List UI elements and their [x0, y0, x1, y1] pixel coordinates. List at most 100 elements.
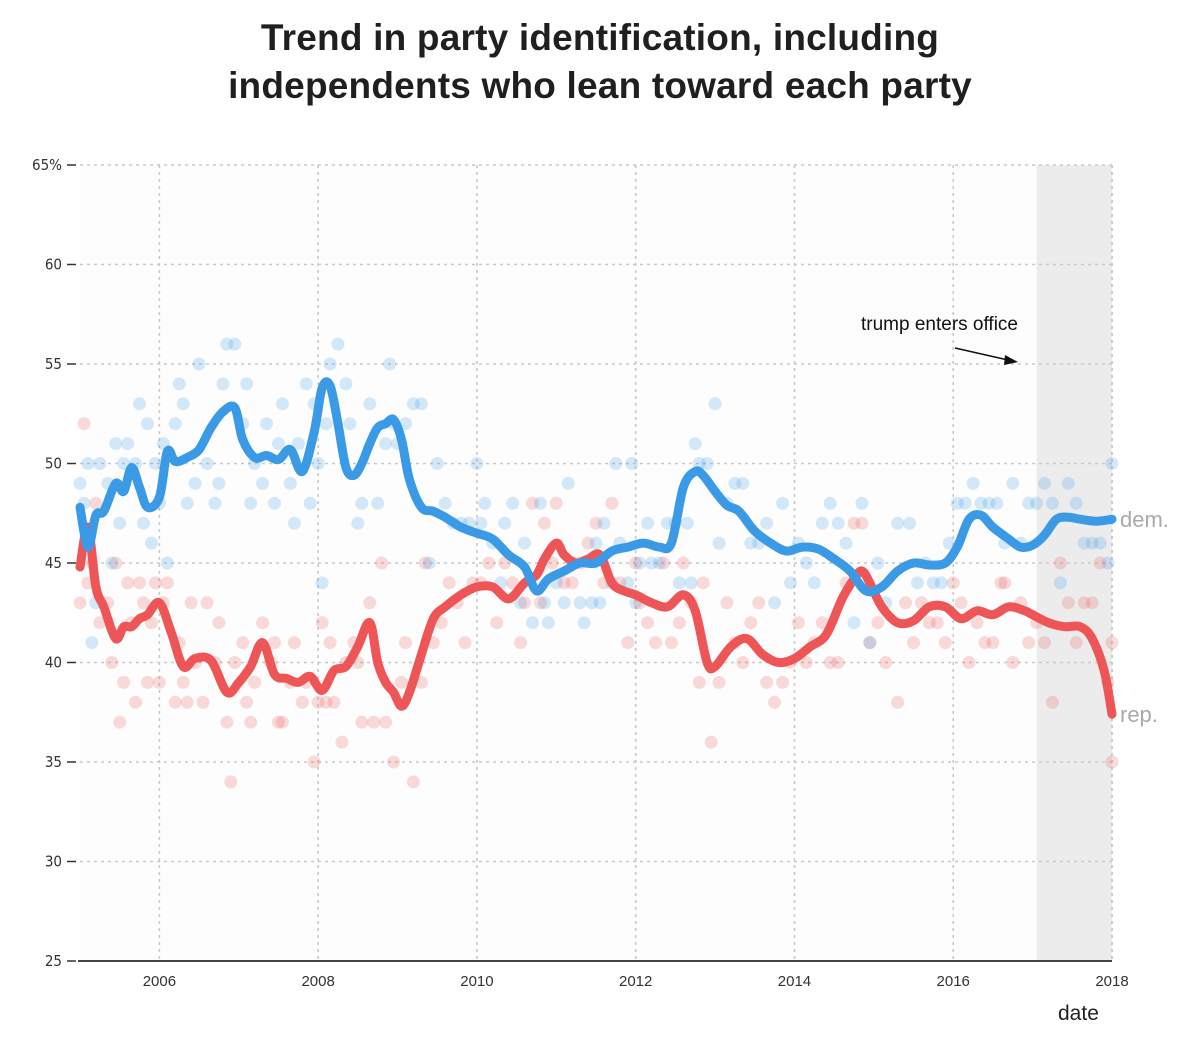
- dem-poll-point: [593, 596, 607, 610]
- rep-poll-point: [89, 496, 103, 510]
- rep-poll-point: [1006, 656, 1020, 669]
- rep-poll-point: [379, 715, 393, 729]
- dem-poll-point: [514, 596, 528, 610]
- dem-poll-point: [355, 496, 369, 510]
- dem-poll-point: [168, 417, 182, 431]
- annotation-arrow-line: [954, 347, 1009, 361]
- dem-poll-point: [855, 496, 869, 510]
- trump-annotation-text: trump enters office: [861, 314, 1018, 335]
- dem-poll-point: [807, 576, 821, 590]
- dem-poll-point: [911, 576, 925, 590]
- rep-poll-point: [180, 695, 194, 709]
- x-tick-label: 2012: [619, 973, 652, 990]
- dem-poll-point: [684, 576, 698, 590]
- rep-poll-point: [549, 496, 563, 510]
- rep-poll-point: [863, 636, 877, 650]
- rep-poll-point: [295, 695, 309, 709]
- rep-poll-point: [113, 715, 127, 729]
- rep-poll-point: [907, 636, 921, 650]
- dem-poll-point: [291, 437, 305, 451]
- y-tick-label: 30: [45, 853, 62, 871]
- rep-poll-point: [315, 616, 329, 630]
- dem-poll-point: [200, 457, 214, 470]
- rep-poll-point: [248, 675, 262, 689]
- rep-poll-point: [406, 775, 420, 789]
- dem-poll-point: [339, 377, 353, 391]
- rep-poll-point: [160, 576, 174, 590]
- dem-poll-point: [736, 476, 750, 490]
- dem-poll-point: [799, 556, 813, 570]
- rep-poll-point: [1105, 636, 1119, 650]
- rep-poll-point: [1038, 636, 1052, 650]
- rep-poll-point: [363, 596, 377, 610]
- rep-poll-point: [1077, 596, 1091, 610]
- rep-poll-point: [946, 576, 960, 590]
- rep-poll-point: [518, 596, 532, 610]
- rep-poll-point: [692, 675, 706, 689]
- rep-poll-point: [1085, 596, 1099, 610]
- dem-poll-point: [847, 616, 861, 630]
- rep-poll-point: [196, 695, 210, 709]
- chart-title: Trend in party identification, including…: [0, 14, 1200, 110]
- rep-poll-point: [236, 636, 250, 650]
- y-tick-label: 45: [45, 554, 62, 572]
- dem-poll-point: [363, 397, 377, 411]
- rep-poll-point: [986, 636, 1000, 650]
- rep-poll-point: [589, 516, 603, 530]
- dem-poll-point: [1038, 476, 1052, 490]
- rep-poll-point: [355, 715, 369, 729]
- dem-poll-point: [1006, 476, 1020, 490]
- rep-poll-point: [121, 576, 135, 590]
- rep-poll-point: [418, 556, 432, 570]
- rep-poll-point: [744, 616, 758, 630]
- rep-poll-point: [228, 656, 242, 669]
- dem-poll-point: [133, 397, 147, 411]
- rep-poll-point: [490, 616, 504, 630]
- dem-poll-point: [470, 457, 484, 470]
- rep-poll-point: [629, 556, 643, 570]
- dem-poll-point: [863, 636, 877, 650]
- dem-poll-point: [903, 516, 917, 530]
- dem-poll-point: [1085, 536, 1099, 550]
- rep-poll-point: [184, 596, 198, 610]
- dem-poll-point: [371, 496, 385, 510]
- rep-poll-point: [525, 496, 539, 510]
- y-tick-label: 25: [45, 952, 62, 970]
- rep-poll-point: [148, 576, 162, 590]
- dem-poll-point: [180, 496, 194, 510]
- dem-poll-point: [1030, 496, 1044, 510]
- dem-poll-point: [319, 417, 333, 431]
- rep-poll-point: [287, 636, 301, 650]
- dem-poll-point: [351, 516, 365, 530]
- y-tick-label: 40: [45, 654, 62, 672]
- x-axis-label: date: [1058, 1002, 1099, 1025]
- rep-poll-point: [664, 636, 678, 650]
- rep-poll-point: [335, 735, 349, 749]
- rep-poll-point: [641, 616, 655, 630]
- dem-poll-point: [950, 496, 964, 510]
- dem-poll-point: [597, 516, 611, 530]
- dem-poll-point: [1045, 496, 1059, 510]
- dem-poll-point: [700, 457, 714, 470]
- dem-poll-point: [525, 616, 539, 630]
- dem-poll-point: [990, 496, 1004, 510]
- rep-poll-point: [676, 556, 690, 570]
- dem-poll-point: [672, 576, 686, 590]
- rep-poll-point: [855, 516, 869, 530]
- dem-poll-point: [561, 476, 575, 490]
- rep-poll-point: [77, 417, 91, 431]
- dem-poll-point: [85, 636, 99, 650]
- dem-poll-point: [660, 516, 674, 530]
- dem-poll-point: [283, 476, 297, 490]
- rep-poll-point: [736, 656, 750, 669]
- rep-poll-point: [768, 695, 782, 709]
- dem-poll-point: [81, 457, 95, 470]
- rep-poll-point: [117, 675, 131, 689]
- rep-poll-point: [133, 576, 147, 590]
- rep-poll-point: [482, 556, 496, 570]
- chart-title-line-1: Trend in party identification, including: [260, 17, 940, 58]
- x-tick-label: 2008: [301, 973, 334, 990]
- rep-poll-point: [823, 656, 837, 669]
- rep-poll-point: [323, 636, 337, 650]
- rep-poll-point: [704, 735, 718, 749]
